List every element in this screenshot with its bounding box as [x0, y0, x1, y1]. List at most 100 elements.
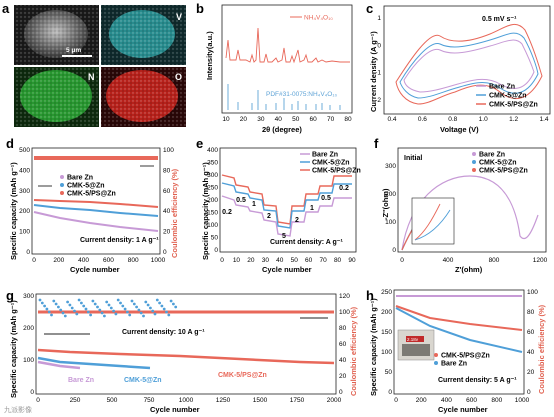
- h-xtick: 400: [441, 397, 452, 404]
- d-y-tick: 200: [19, 208, 30, 215]
- g-ce-point: [169, 299, 173, 303]
- d-xtick: 400: [78, 257, 89, 264]
- f-y-tick: 100: [385, 219, 396, 226]
- f-ylabel: -Z''(ohm): [381, 188, 390, 220]
- g-ce-point: [75, 312, 79, 316]
- g-ce-point: [174, 305, 178, 309]
- g-ce-point: [59, 308, 63, 312]
- h-xlabel: Cycle number: [438, 405, 488, 414]
- g-ce-point: [93, 302, 97, 306]
- g-y-tick: 100: [23, 357, 34, 364]
- g-label-cmk5ps: CMK-5/PS@Zn: [218, 372, 267, 379]
- b-xtick: 10: [222, 116, 230, 123]
- g-cap-bare: [37, 360, 81, 370]
- c-y-tick: -1: [375, 70, 381, 77]
- c-xtick: 1.4: [539, 116, 548, 123]
- h-cap-bare: [395, 307, 523, 353]
- g-ce-point: [66, 300, 69, 304]
- d-legend: Bare Zn CMK-5@Zn CMK-5/PS@Zn: [60, 175, 116, 198]
- e-rate-label: 1: [252, 201, 256, 208]
- d-y2-tick: 0: [163, 249, 167, 256]
- h-y-tick: 250: [381, 289, 392, 296]
- g-ce-point: [172, 302, 175, 306]
- h-y-tick: 100: [381, 349, 392, 356]
- g-ce-point: [80, 301, 83, 305]
- panel-e: e Specific capacity (mAh g⁻¹) Cycle numb…: [196, 136, 361, 274]
- panel-h-label: h: [366, 288, 374, 303]
- g-ce-point: [82, 304, 86, 308]
- f-legend: Bare Zn CMK-5@Zn CMK-5/PS@Zn: [472, 152, 528, 175]
- c-scan-rate: 0.5 mV s⁻¹: [482, 16, 517, 23]
- d-cap-bare: [33, 211, 159, 232]
- h-current-density: Current density: 5 A g⁻¹: [438, 377, 517, 384]
- e-xtick: 20: [247, 257, 255, 264]
- e-xtick: 80: [334, 257, 342, 264]
- f-xlabel: Z'(ohm): [455, 265, 483, 274]
- h-y2-tick: 0: [527, 389, 531, 396]
- d-y-tick: 400: [19, 167, 30, 174]
- c-xtick: 0.6: [418, 116, 427, 123]
- g-y2-tick: 120: [339, 293, 350, 300]
- e-current-density: Current density: A g⁻¹: [270, 239, 343, 246]
- e-xlabel: Cycle number: [262, 265, 312, 274]
- e-rate-label: 5: [282, 233, 286, 240]
- b-xrd-pattern: [225, 27, 350, 64]
- e-xtick: 70: [319, 257, 327, 264]
- e-y-tick: 100: [207, 222, 218, 229]
- g-xtick: 250: [70, 397, 81, 404]
- d-xtick: 1000: [151, 257, 166, 264]
- d-legend-cmk5ps: CMK-5/PS@Zn: [67, 191, 116, 198]
- panel-g-label: g: [6, 288, 14, 303]
- d-y2-tick: 100: [163, 147, 174, 154]
- g-ylabel: Specific capacity (mAh g⁻¹): [9, 300, 18, 398]
- g-ce-point: [116, 298, 120, 302]
- h-led-text: 2.18v: [407, 337, 419, 342]
- g-ce-point: [50, 313, 53, 317]
- g-ce-point: [167, 313, 171, 317]
- g-xtick: 750: [144, 397, 155, 404]
- d-cap-cmk5ps: [33, 199, 159, 208]
- g-ce-point: [132, 302, 136, 306]
- d-y-tick: 500: [19, 147, 30, 154]
- g-y-tick: 300: [23, 293, 34, 300]
- panel-c-label: c: [366, 1, 373, 16]
- c-y-tick: -2: [375, 97, 381, 104]
- g-ce-point: [103, 314, 106, 318]
- f-xtick: 1200: [533, 257, 548, 264]
- panel-c: c Current density (A g⁻¹) Voltage (V) 0.…: [366, 1, 551, 134]
- g-ce-point: [96, 305, 99, 309]
- g-ce-point: [109, 306, 113, 310]
- e-xtick: 10: [233, 257, 241, 264]
- panel-f: f -Z''(ohm) Z'(ohm) 0 400 800 1200 0 100 200 30…: [374, 136, 548, 274]
- g-ce-point: [146, 303, 150, 307]
- g-ce-point: [114, 312, 118, 316]
- e-y-tick: 250: [207, 185, 218, 192]
- g-xlabel: Cycle number: [150, 405, 200, 414]
- scale-bar-label: 5 μm: [66, 47, 81, 54]
- g-ce-point: [47, 310, 51, 314]
- b-xtick: 70: [327, 116, 335, 123]
- g-y2-tick: 60: [339, 341, 347, 348]
- g-ce-point: [160, 304, 164, 308]
- e-rate-cmk5ps: [221, 174, 352, 225]
- b-ylabel: Intensity(a.u.): [205, 31, 214, 80]
- e-rate-label: 2: [267, 213, 271, 220]
- panel-g: g Specific capacity (mAh g⁻¹) Coulombic …: [6, 288, 358, 414]
- b-xtick: 50: [292, 116, 300, 123]
- h-y-tick: 200: [381, 309, 392, 316]
- d-ylabel: Specific capacity (mAh g⁻¹): [9, 162, 18, 260]
- h-y-tick: 50: [385, 369, 393, 376]
- e-legend-cmk5: CMK-5@Zn: [312, 160, 350, 167]
- d-current-density: Current density: 1 A g⁻¹: [80, 237, 159, 244]
- panel-e-label: e: [196, 136, 203, 151]
- d-y2-tick: 20: [163, 229, 171, 236]
- g-ce-point: [135, 305, 139, 309]
- eds-o-label: O: [175, 72, 182, 82]
- c-xtick: 1.2: [509, 116, 518, 123]
- g-ce-point: [63, 314, 67, 318]
- h-ylabel: Specific capacity (mAh g⁻¹): [369, 298, 378, 396]
- e-legend-cmk5ps: CMK-5/PS@Zn: [312, 168, 361, 175]
- e-y-tick: 400: [207, 147, 218, 154]
- e-rate-cmk5: [221, 182, 352, 229]
- h-xtick: 600: [466, 397, 477, 404]
